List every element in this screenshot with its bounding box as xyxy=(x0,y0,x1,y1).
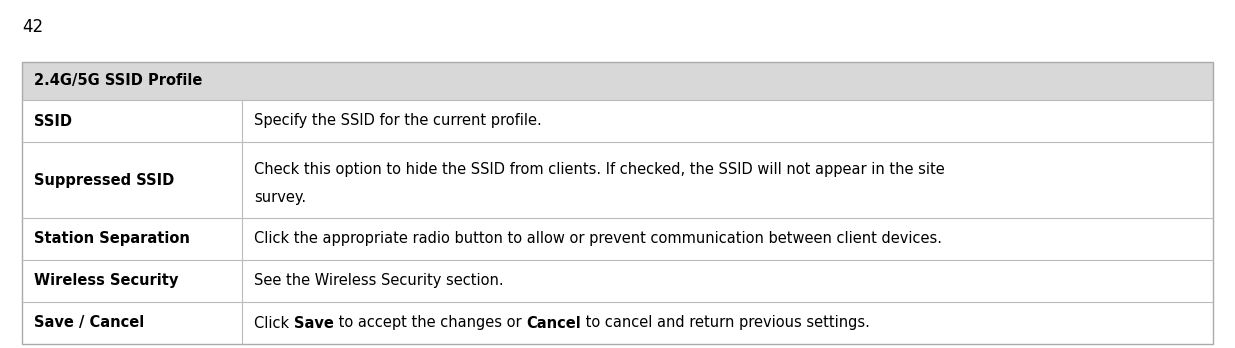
Text: to accept the changes or: to accept the changes or xyxy=(333,316,526,331)
Text: SSID: SSID xyxy=(35,113,72,128)
Bar xyxy=(22,62,1213,344)
Text: Wireless Security: Wireless Security xyxy=(35,274,178,288)
Text: Check this option to hide the SSID from clients. If checked, the SSID will not a: Check this option to hide the SSID from … xyxy=(254,162,945,177)
Text: 42: 42 xyxy=(22,18,43,36)
Text: Cancel: Cancel xyxy=(526,316,580,331)
Text: Save / Cancel: Save / Cancel xyxy=(35,316,144,331)
Text: survey.: survey. xyxy=(254,190,306,205)
Text: to cancel and return previous settings.: to cancel and return previous settings. xyxy=(580,316,869,331)
Text: Save: Save xyxy=(294,316,333,331)
Text: Suppressed SSID: Suppressed SSID xyxy=(35,173,174,188)
Text: Specify the SSID for the current profile.: Specify the SSID for the current profile… xyxy=(254,113,542,128)
Text: Click: Click xyxy=(254,316,294,331)
Text: Station Separation: Station Separation xyxy=(35,231,190,246)
Text: Click the appropriate radio button to allow or prevent communication between cli: Click the appropriate radio button to al… xyxy=(254,231,942,246)
Text: See the Wireless Security section.: See the Wireless Security section. xyxy=(254,274,504,288)
Text: 2.4G/5G SSID Profile: 2.4G/5G SSID Profile xyxy=(35,73,203,88)
Bar xyxy=(22,62,1213,100)
